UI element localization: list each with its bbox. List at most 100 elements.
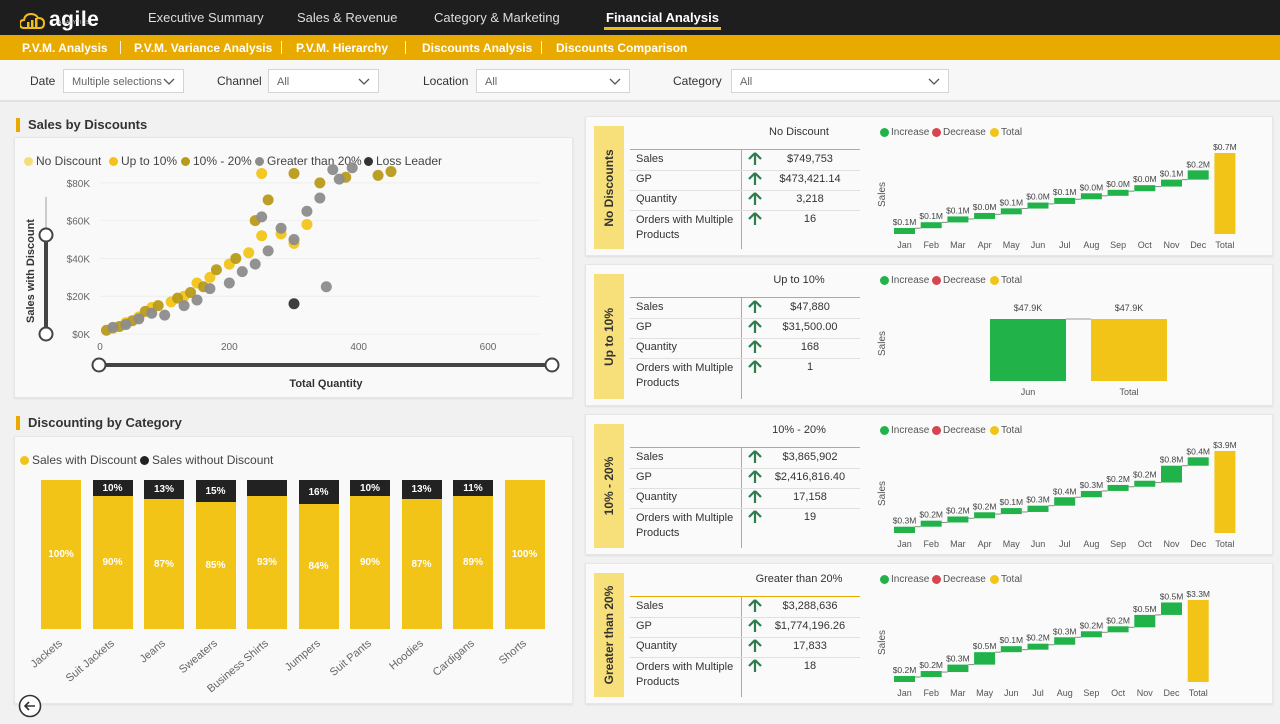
scatter-point[interactable] bbox=[301, 218, 313, 230]
legend-loss-leader[interactable]: Loss Leader bbox=[364, 154, 442, 168]
waterfall-legend-item[interactable]: Increase bbox=[880, 574, 929, 585]
scatter-point[interactable] bbox=[120, 319, 132, 331]
scatter-point[interactable] bbox=[262, 194, 274, 206]
waterfall-bar[interactable] bbox=[1080, 631, 1102, 638]
scatter-point[interactable] bbox=[107, 321, 119, 333]
category-bar[interactable]: 100% bbox=[41, 480, 81, 629]
date-filter-dropdown[interactable]: Multiple selections bbox=[63, 69, 184, 93]
waterfall-legend-item[interactable]: Decrease bbox=[932, 127, 986, 138]
scatter-point[interactable] bbox=[327, 164, 339, 176]
waterfall-bar[interactable] bbox=[1080, 490, 1102, 498]
subnav-pvm-variance[interactable]: P.V.M. Variance Analysis bbox=[134, 40, 273, 55]
subnav-discounts-analysis[interactable]: Discounts Analysis bbox=[422, 40, 533, 55]
waterfall-bar[interactable] bbox=[1000, 508, 1022, 515]
scatter-point[interactable] bbox=[314, 192, 326, 204]
bar-segment-without-discount[interactable]: 11% bbox=[453, 480, 493, 496]
subnav-discounts-comparison[interactable]: Discounts Comparison bbox=[556, 40, 688, 55]
bar-segment-with-discount[interactable]: 87% bbox=[401, 499, 442, 629]
bar-segment-with-discount[interactable]: 84% bbox=[298, 504, 339, 629]
scatter-point[interactable] bbox=[185, 286, 197, 298]
bar-segment-without-discount[interactable] bbox=[247, 480, 287, 496]
legend-up-to-10[interactable]: Up to 10% bbox=[109, 154, 177, 168]
scatter-point[interactable] bbox=[288, 234, 300, 246]
waterfall-bar[interactable] bbox=[1134, 185, 1156, 192]
scatter-point[interactable] bbox=[146, 307, 158, 319]
scatter-point[interactable] bbox=[223, 277, 235, 289]
waterfall-bar[interactable] bbox=[1054, 497, 1076, 506]
waterfall-bar[interactable] bbox=[1134, 480, 1156, 487]
waterfall-legend-item[interactable]: Increase bbox=[880, 425, 929, 436]
waterfall-bar[interactable] bbox=[947, 664, 969, 673]
scatter-point[interactable] bbox=[191, 294, 203, 306]
scatter-point[interactable] bbox=[275, 222, 287, 234]
bar-segment-with-discount[interactable]: 93% bbox=[247, 496, 287, 629]
scatter-point[interactable] bbox=[314, 177, 326, 189]
bar-segment-with-discount[interactable]: 85% bbox=[195, 502, 236, 629]
waterfall-bar[interactable] bbox=[894, 526, 915, 533]
scatter-point[interactable] bbox=[204, 283, 216, 295]
scatter-point[interactable] bbox=[256, 211, 268, 223]
waterfall-legend-item[interactable]: Decrease bbox=[932, 275, 986, 286]
category-bar[interactable]: 10% 90% bbox=[92, 480, 133, 629]
scatter-point[interactable] bbox=[346, 162, 358, 174]
scatter-point[interactable] bbox=[320, 281, 332, 293]
waterfall-bar[interactable] bbox=[1107, 626, 1129, 633]
scatter-point[interactable] bbox=[152, 300, 164, 312]
waterfall-bar[interactable] bbox=[920, 222, 942, 229]
legend-greater-20[interactable]: Greater than 20% bbox=[255, 154, 362, 168]
waterfall-legend-item[interactable]: Decrease bbox=[932, 574, 986, 585]
category-bar[interactable]: 93% bbox=[247, 480, 287, 629]
bar-segment-with-discount[interactable]: 90% bbox=[350, 496, 390, 629]
channel-filter-dropdown[interactable]: All bbox=[268, 69, 379, 93]
location-filter-dropdown[interactable]: All bbox=[476, 69, 630, 93]
scatter-point[interactable] bbox=[159, 309, 171, 321]
scatter-point[interactable] bbox=[372, 169, 384, 181]
bar-segment-with-discount[interactable]: 100% bbox=[41, 480, 81, 629]
bar-segment-with-discount[interactable]: 100% bbox=[504, 480, 545, 629]
waterfall-legend-item[interactable]: Increase bbox=[880, 275, 929, 286]
waterfall-bar[interactable] bbox=[920, 671, 942, 678]
agile-logo[interactable]: agile bbox=[20, 6, 99, 30]
waterfall-bar[interactable] bbox=[1161, 602, 1182, 615]
scatter-point[interactable] bbox=[133, 313, 145, 325]
scatter-point[interactable] bbox=[262, 245, 274, 257]
waterfall-bar[interactable] bbox=[974, 652, 996, 665]
waterfall-bar[interactable] bbox=[920, 520, 942, 527]
waterfall-bar[interactable] bbox=[1027, 505, 1049, 512]
waterfall-bar[interactable] bbox=[1107, 189, 1129, 196]
category-bar[interactable]: 13% 87% bbox=[401, 480, 442, 629]
bar-segment-without-discount[interactable]: 13% bbox=[144, 480, 184, 499]
x-range-handle-right[interactable] bbox=[544, 357, 560, 373]
scatter-point[interactable] bbox=[385, 166, 397, 178]
waterfall-bar[interactable] bbox=[947, 516, 969, 523]
scatter-point[interactable] bbox=[288, 167, 300, 179]
waterfall-bar[interactable] bbox=[947, 216, 969, 223]
category-bar[interactable]: 13% 87% bbox=[144, 480, 184, 629]
waterfall-bar[interactable] bbox=[1091, 319, 1167, 381]
bar-segment-without-discount[interactable]: 16% bbox=[298, 480, 339, 504]
bar-segment-without-discount[interactable]: 10% bbox=[350, 480, 390, 496]
waterfall-bar[interactable] bbox=[1161, 179, 1182, 187]
nav-category-marketing[interactable]: Category & Marketing bbox=[434, 10, 560, 25]
waterfall-legend-item[interactable]: Total bbox=[990, 127, 1022, 138]
back-button[interactable] bbox=[18, 694, 42, 718]
waterfall-bar[interactable] bbox=[894, 228, 915, 234]
scatter-point[interactable] bbox=[243, 247, 255, 259]
scatter-point[interactable] bbox=[210, 264, 222, 276]
waterfall-bar[interactable] bbox=[1080, 193, 1102, 200]
waterfall-bar[interactable] bbox=[1027, 643, 1049, 650]
waterfall-legend-item[interactable]: Total bbox=[990, 275, 1022, 286]
waterfall-bar[interactable] bbox=[1214, 153, 1236, 234]
scatter-point[interactable] bbox=[256, 230, 268, 242]
waterfall-legend-item[interactable]: Increase bbox=[880, 127, 929, 138]
scatter-point[interactable] bbox=[172, 292, 184, 304]
waterfall-bar[interactable] bbox=[1187, 457, 1209, 466]
waterfall-bar[interactable] bbox=[1107, 484, 1129, 491]
waterfall-bar[interactable] bbox=[1134, 614, 1156, 628]
legend-10-20[interactable]: 10% - 20% bbox=[181, 154, 252, 168]
nav-financial-analysis[interactable]: Financial Analysis bbox=[604, 0, 721, 35]
waterfall-bar[interactable] bbox=[974, 512, 996, 519]
y-range-handle-bottom[interactable] bbox=[38, 326, 54, 342]
category-bar[interactable]: 15% 85% bbox=[195, 480, 236, 629]
bar-segment-without-discount[interactable]: 15% bbox=[195, 480, 236, 502]
